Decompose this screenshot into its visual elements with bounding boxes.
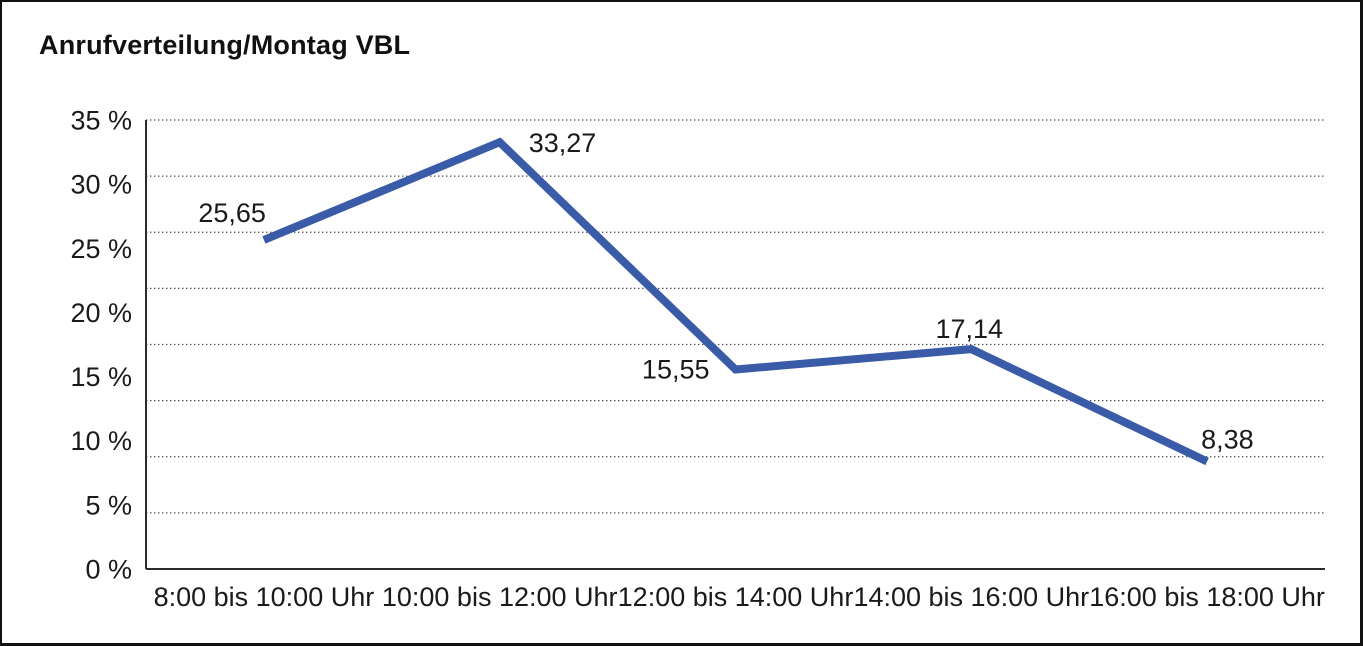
series-line: [262, 137, 1209, 466]
y-tick-label: 5 %: [85, 490, 132, 520]
gridlines: [146, 119, 1325, 514]
chart-title: Anrufverteilung/Montag VBL: [39, 30, 411, 60]
data-point-labels: 25,65 33,27 15,55 17,14 8,38: [198, 128, 1253, 454]
y-tick-label: 15 %: [70, 362, 132, 392]
data-label: 17,14: [936, 314, 1004, 344]
x-tick-label: 14:00 bis 16:00 Uhr: [853, 582, 1089, 612]
x-tick-label: 12:00 bis 14:00 Uhr: [618, 582, 854, 612]
data-series: [262, 137, 1209, 466]
data-label: 33,27: [529, 128, 597, 158]
y-tick-label: 20 %: [70, 298, 132, 328]
y-tick-label: 35 %: [70, 106, 132, 136]
y-tick-label: 10 %: [70, 426, 132, 456]
x-tick-label: 8:00 bis 10:00 Uhr: [154, 582, 375, 612]
x-tick-label: 16:00 bis 18:00 Uhr: [1089, 582, 1325, 612]
data-label: 8,38: [1201, 424, 1254, 454]
x-axis-tick-labels: 8:00 bis 10:00 Uhr 10:00 bis 12:00 Uhr 12:…: [154, 582, 1325, 612]
y-axis-tick-labels: 35 % 30 % 25 % 20 % 15 % 10 % 5 % 0 %: [70, 106, 132, 585]
y-tick-label: 0 %: [85, 555, 132, 585]
y-tick-label: 30 %: [70, 170, 132, 200]
data-label: 15,55: [642, 355, 710, 385]
data-label: 25,65: [198, 198, 266, 228]
y-tick-label: 25 %: [70, 234, 132, 264]
x-tick-label: 10:00 bis 12:00 Uhr: [382, 582, 618, 612]
